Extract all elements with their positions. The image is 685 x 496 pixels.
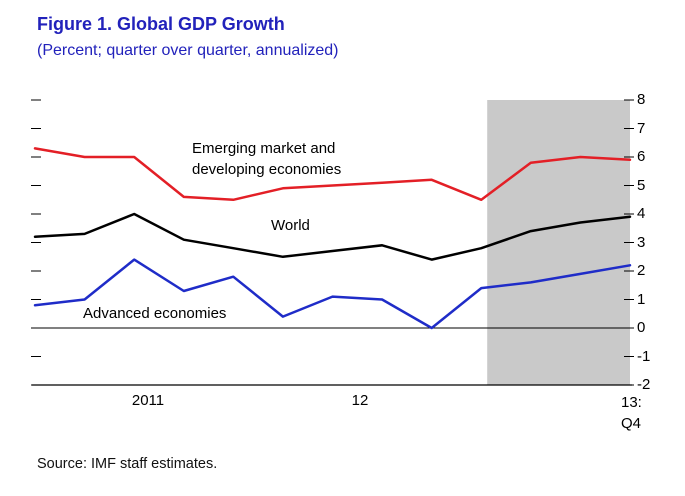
x-axis-label-2012: 12 (351, 392, 369, 409)
x-axis-label-2013-q4: 13: Q4 (621, 394, 642, 432)
figure-subtitle: (Percent; quarter over quarter, annualiz… (37, 42, 339, 59)
series-line-world (33, 212, 632, 261)
figure-title: Figure 1. Global GDP Growth (37, 14, 285, 34)
x-axis-label-2011: 2011 (131, 392, 165, 409)
series-label-emerging-markets: Emerging market and developing economies (192, 140, 342, 178)
source-note: Source: IMF staff estimates. (37, 456, 218, 472)
forecast-band (487, 100, 630, 385)
series-label-world: World (271, 217, 310, 234)
series-label-advanced-economies: Advanced economies (83, 305, 227, 322)
series-line-emerging (33, 147, 632, 202)
series-line-advanced (33, 258, 632, 330)
